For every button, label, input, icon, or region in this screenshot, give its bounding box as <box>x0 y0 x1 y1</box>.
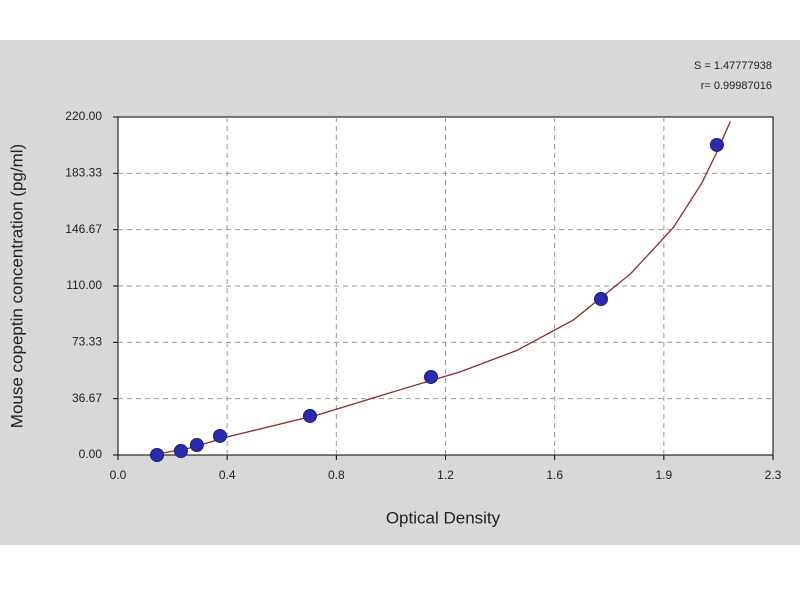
data-point <box>593 292 608 307</box>
y-tick-label: 36.67 <box>72 391 102 405</box>
y-tick-label: 0.00 <box>79 447 103 461</box>
annotation: r= 0.99987016 <box>701 80 772 92</box>
x-axis-label: Optical Density <box>386 508 501 527</box>
y-axis-label: Mouse copeptin concentration (pg/ml) <box>7 144 26 428</box>
fit-curve <box>152 121 731 456</box>
x-tick-label: 0.4 <box>219 468 236 482</box>
y-tick-label: 146.67 <box>65 222 102 236</box>
data-point <box>150 448 165 462</box>
x-tick-label: 0.8 <box>328 468 345 482</box>
data-point <box>173 444 188 459</box>
y-tick-label: 73.33 <box>72 335 102 349</box>
data-point <box>423 369 438 384</box>
data-point <box>189 438 204 453</box>
x-tick-label: 0.0 <box>110 468 127 482</box>
x-tick-label: 1.9 <box>655 468 672 482</box>
x-tick-label: 1.2 <box>437 468 454 482</box>
y-tick-label: 110.00 <box>66 278 102 292</box>
data-point <box>212 428 227 443</box>
x-tick-label: 2.3 <box>765 468 782 482</box>
data-point <box>302 408 317 423</box>
annotation: S = 1.47777938 <box>694 60 772 72</box>
y-tick-label: 183.33 <box>65 166 102 180</box>
x-tick-label: 1.6 <box>546 468 563 482</box>
y-tick-label: 220.00 <box>65 109 102 123</box>
data-point <box>709 137 724 152</box>
